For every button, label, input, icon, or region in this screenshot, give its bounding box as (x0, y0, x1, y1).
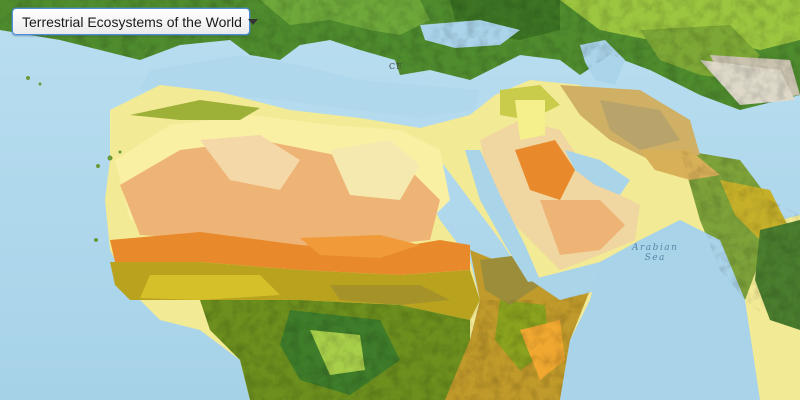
red-sea (465, 150, 540, 282)
layer-select-value: Terrestrial Ecosystems of the World (22, 13, 242, 30)
chevron-down-icon (247, 18, 258, 25)
layer-select-dropdown[interactable]: Terrestrial Ecosystems of the World (12, 8, 258, 35)
mediterranean (140, 55, 480, 118)
sea-label-line2: Sea (644, 253, 666, 263)
arabian-sea (560, 220, 760, 400)
sea-label: Arabian Sea (632, 243, 678, 263)
islands (26, 76, 122, 242)
sea-label-line1: Arabian (632, 243, 679, 253)
place-label: CE (389, 62, 403, 71)
persian-gulf (565, 150, 630, 195)
